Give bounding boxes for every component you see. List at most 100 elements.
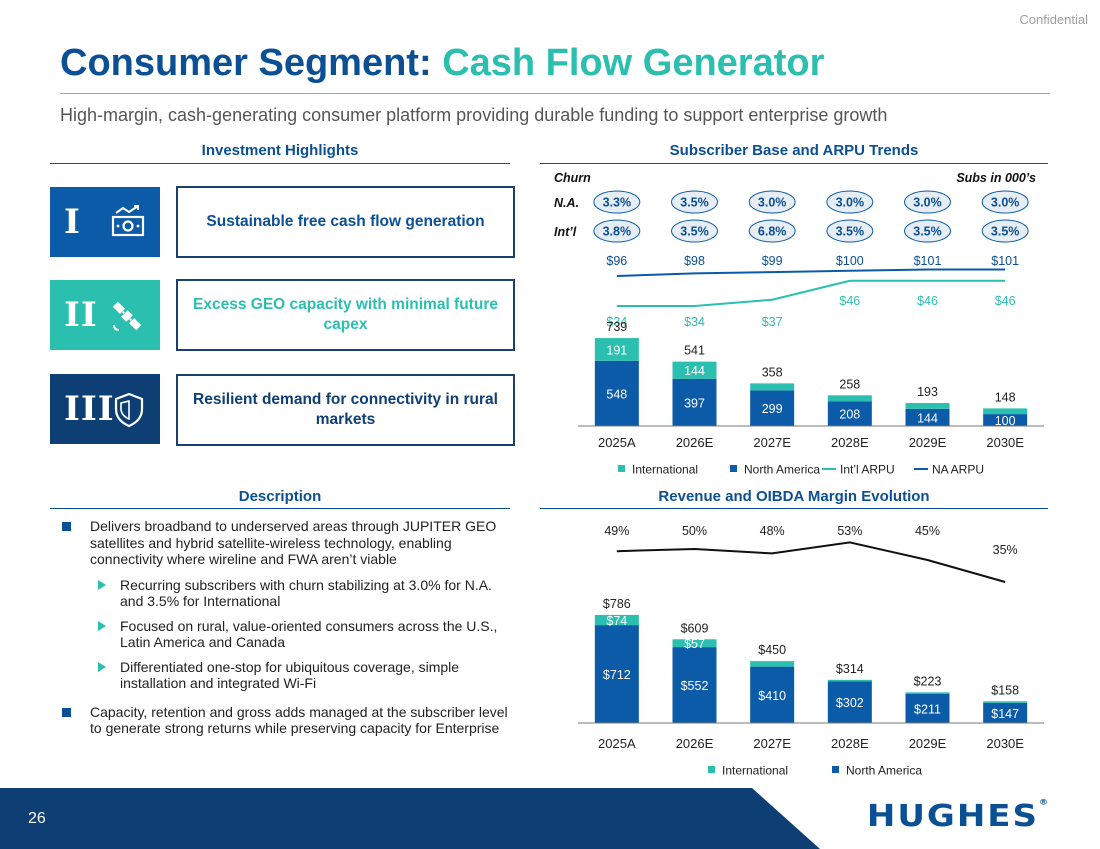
oibda-margin-label: 48% (760, 524, 785, 538)
na-revenue-label: $302 (836, 696, 864, 710)
highlight-1-number: I (64, 202, 81, 242)
churn-na-value: 3.0% (836, 196, 865, 210)
na-revenue-bar (905, 693, 950, 723)
intl-revenue-label: $57 (684, 637, 705, 651)
churn-na-label: N.A. (554, 196, 579, 210)
churn-na-pill (748, 190, 796, 214)
na-subs-bar (594, 360, 639, 426)
oibda-margin-label: 35% (993, 543, 1018, 557)
oibda-margin-line (616, 541, 1006, 583)
na-arpu-label: $98 (684, 254, 705, 268)
intl-subs-bar (594, 338, 639, 361)
units-note: Subs in 000’s (956, 171, 1036, 185)
subs-total-label: 358 (762, 365, 783, 379)
intl-arpu-label: $46 (917, 294, 938, 308)
oibda-margin-label: 45% (915, 524, 940, 538)
na-revenue-label: $552 (681, 679, 709, 693)
intl-subs-bar (827, 395, 872, 402)
subs-category-label: 2030E (986, 435, 1024, 450)
churn-intl-pill (593, 219, 641, 243)
intl-arpu-label: $46 (995, 294, 1016, 308)
title-accent: Cash Flow Generator (442, 42, 825, 84)
highlight-2-number: II (64, 295, 98, 335)
highlight-3-badge: III (50, 374, 160, 444)
revenue-total-label: $223 (914, 674, 942, 688)
subs-category-label: 2028E (831, 435, 869, 450)
highlight-2-box: Excess GEO capacity with minimal future … (176, 279, 515, 351)
churn-intl-pill (671, 219, 718, 243)
subs-total-label: 258 (839, 377, 860, 391)
subs-legend-swatch (730, 465, 737, 472)
churn-intl-value: 3.5% (913, 225, 942, 239)
intl-revenue-bar (827, 679, 872, 682)
intl-arpu-label: $34 (606, 315, 627, 329)
revenue-category-label: 2030E (986, 736, 1024, 751)
intl-arpu-line (616, 279, 1006, 307)
na-revenue-label: $147 (991, 707, 1019, 721)
revenue-chart: 49% 50% 48% 53% 45% 35% $712 $74 $786 2025A $552 $5… (578, 524, 1044, 778)
revenue-total-label: $609 (681, 621, 709, 635)
na-subs-label: 144 (917, 411, 938, 425)
churn-na-pill (593, 190, 641, 214)
intl-subs-bar (750, 383, 795, 391)
shield-icon (114, 392, 144, 428)
revenue-total-label: $158 (991, 683, 1019, 697)
intl-subs-bar (672, 361, 717, 379)
churn-label: Churn (554, 171, 591, 185)
subs-total-label: 541 (684, 344, 705, 358)
na-subs-bar (983, 414, 1028, 426)
intl-subs-label: 191 (606, 343, 627, 357)
intl-revenue-bar (672, 639, 717, 648)
churn-na-value: 3.3% (603, 196, 632, 210)
description-divider (50, 508, 510, 509)
revenue-total-label: $450 (758, 643, 786, 657)
na-revenue-bar (672, 647, 717, 723)
page-number: 26 (28, 810, 46, 827)
description-list: Delivers broadband to underserved areas … (60, 518, 510, 746)
churn-intl-label: Int’l (554, 225, 577, 239)
highlight-3-box: Resilient demand for connectivity in rur… (176, 374, 515, 446)
churn-intl-value: 3.5% (680, 225, 709, 239)
revenue-category-label: 2027E (753, 736, 791, 751)
churn-intl-value: 3.5% (991, 225, 1020, 239)
revenue-total-label: $314 (836, 662, 864, 676)
intl-subs-bar (905, 403, 950, 409)
description-bullet: Capacity, retention and gross adds manag… (60, 704, 510, 737)
title-divider (60, 93, 1050, 94)
intl-arpu-label: $37 (762, 315, 783, 329)
intl-revenue-label: $74 (606, 614, 627, 628)
subs-category-label: 2026E (676, 435, 714, 450)
subs-legend-label: International (632, 463, 698, 477)
intl-revenue-bar (594, 614, 639, 626)
na-subs-bar (672, 378, 717, 426)
churn-intl-value: 3.8% (603, 225, 632, 239)
highlight-1-box: Sustainable free cash flow generation (176, 186, 515, 258)
churn-intl-value: 6.8% (758, 225, 787, 239)
subs-category-label: 2029E (909, 435, 947, 450)
na-revenue-bar (983, 702, 1028, 723)
revenue-chart-header: Revenue and OIBDA Margin Evolution (658, 488, 930, 505)
churn-na-pill (904, 190, 951, 214)
revenue-legend-swatch (708, 766, 715, 773)
na-revenue-label: $410 (758, 689, 786, 703)
hughes-logo: HUGHES® (867, 798, 1048, 834)
highlight-3-number: III (64, 389, 115, 429)
na-arpu-label: $100 (836, 254, 864, 268)
subs-total-label: 739 (606, 320, 627, 334)
satellite-icon (111, 300, 143, 332)
na-arpu-label: $96 (606, 254, 627, 268)
oibda-margin-label: 53% (837, 524, 862, 538)
na-arpu-label: $99 (762, 254, 783, 268)
subs-legend-swatch (618, 465, 625, 472)
highlight-2-text: Excess GEO capacity with minimal future … (193, 296, 498, 333)
na-subs-bar (905, 408, 950, 426)
subs-category-label: 2025A (598, 435, 636, 450)
na-subs-label: 100 (995, 414, 1016, 428)
na-revenue-bar (594, 625, 639, 723)
highlight-1-text: Sustainable free cash flow generation (206, 213, 485, 230)
churn-intl-pill (904, 219, 951, 243)
churn-intl-pill (748, 219, 796, 243)
revenue-category-label: 2026E (676, 736, 714, 751)
intl-arpu-label: $46 (839, 294, 860, 308)
logo-text: HUGHES (866, 798, 1039, 834)
